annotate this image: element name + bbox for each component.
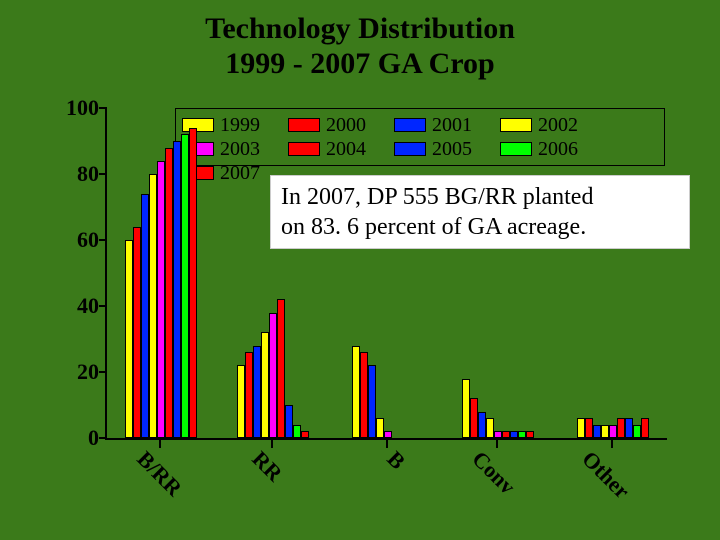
annotation-box: In 2007, DP 555 BG/RR planted on 83. 6 p… [270, 175, 690, 249]
bar [526, 431, 534, 438]
bar [157, 161, 165, 438]
bar [149, 174, 157, 438]
bar-group-rr [237, 299, 309, 438]
bar [237, 365, 245, 438]
bar [301, 431, 309, 438]
title-line-2: 1999 - 2007 GA Crop [0, 47, 720, 82]
x-tick-mark [496, 440, 498, 448]
bar-group-b [352, 346, 424, 438]
y-tick-label: 60 [77, 227, 99, 253]
bar [253, 346, 261, 438]
title-line-1: Technology Distribution [0, 12, 720, 47]
x-axis-label: B/RR [132, 446, 188, 502]
bar [376, 418, 384, 438]
y-tick-mark [99, 371, 107, 373]
bar [245, 352, 253, 438]
bar [384, 431, 392, 438]
bars-container [107, 108, 667, 438]
y-tick-label: 40 [77, 293, 99, 319]
x-axis-label: Other [577, 446, 635, 504]
y-tick-mark [99, 437, 107, 439]
bar-group-brr [125, 128, 197, 438]
bar [285, 405, 293, 438]
bar [352, 346, 360, 438]
bar [181, 134, 189, 438]
y-tick-mark [99, 107, 107, 109]
x-axis-label: RR [247, 446, 288, 487]
bar [577, 418, 585, 438]
bar [189, 128, 197, 438]
x-tick-mark [386, 440, 388, 448]
bar [277, 299, 285, 438]
x-axis: B/RRRRBConvOther [105, 440, 665, 496]
bar [494, 431, 502, 438]
y-tick-mark [99, 239, 107, 241]
x-axis-label: Conv [467, 446, 521, 500]
bar [617, 418, 625, 438]
bar [368, 365, 376, 438]
x-tick-mark [159, 440, 161, 448]
bar [133, 227, 141, 438]
bar [502, 431, 510, 438]
bar [633, 425, 641, 438]
bar-group-other [577, 418, 649, 438]
x-tick-mark [271, 440, 273, 448]
bar [510, 431, 518, 438]
bar-group-conv [462, 379, 534, 438]
bar [261, 332, 269, 438]
y-tick-label: 20 [77, 359, 99, 385]
bar [165, 148, 173, 438]
y-tick-label: 80 [77, 161, 99, 187]
bar [269, 313, 277, 438]
bar [462, 379, 470, 438]
bar [585, 418, 593, 438]
bar [593, 425, 601, 438]
annotation-line-2: on 83. 6 percent of GA acreage. [281, 212, 679, 242]
annotation-line-1: In 2007, DP 555 BG/RR planted [281, 182, 679, 212]
bar [625, 418, 633, 438]
y-tick-mark [99, 173, 107, 175]
chart-frame: 199920002001200220032004200520062007 020… [35, 108, 675, 498]
x-tick-mark [611, 440, 613, 448]
y-tick-label: 0 [88, 425, 99, 451]
bar [293, 425, 301, 438]
bar [601, 425, 609, 438]
bar [486, 418, 494, 438]
y-tick-label: 100 [66, 95, 99, 121]
plot-area [105, 108, 667, 440]
bar [125, 240, 133, 438]
bar [478, 412, 486, 438]
bar [360, 352, 368, 438]
y-tick-mark [99, 305, 107, 307]
bar [641, 418, 649, 438]
y-axis: 020406080100 [35, 108, 105, 438]
bar [470, 398, 478, 438]
x-axis-label: B [382, 446, 411, 475]
bar [609, 425, 617, 438]
bar [173, 141, 181, 438]
bar [141, 194, 149, 438]
chart-title: Technology Distribution 1999 - 2007 GA C… [0, 12, 720, 81]
bar [518, 431, 526, 438]
